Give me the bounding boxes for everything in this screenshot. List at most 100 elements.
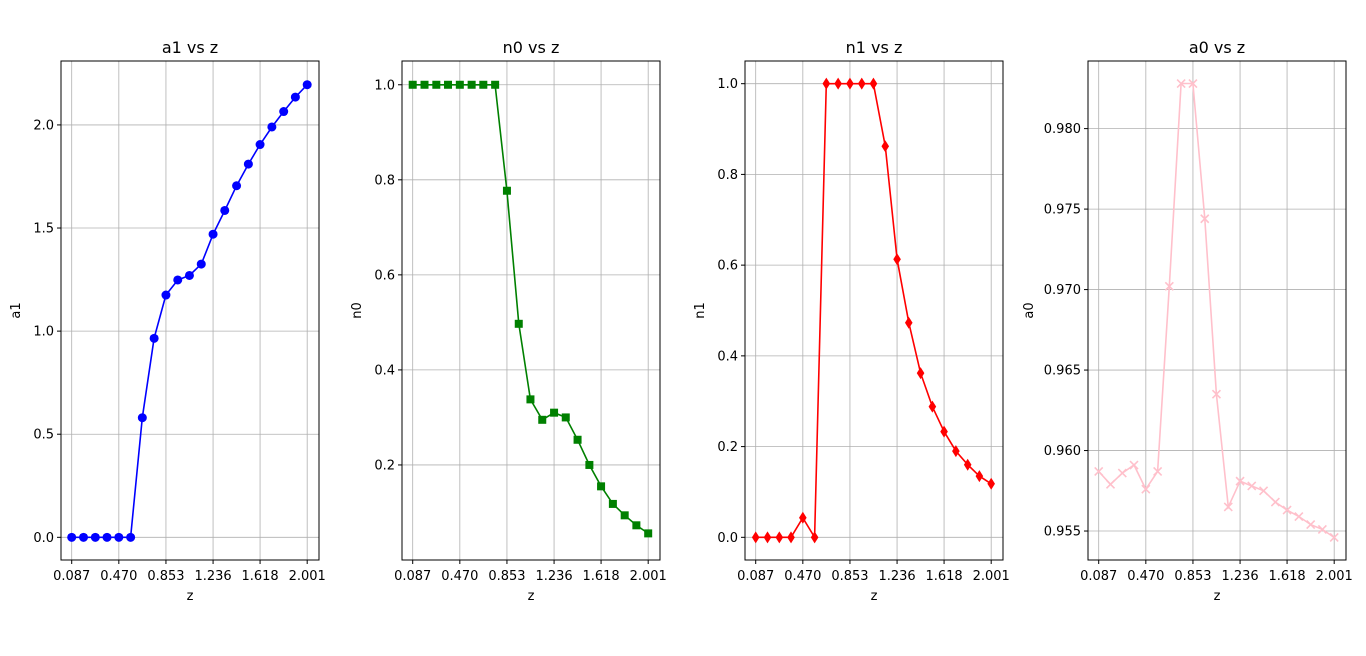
y-tick-label: 0.2	[717, 440, 738, 455]
y-tick-label: 1.5	[33, 222, 54, 237]
y-tick-label: 0.4	[374, 363, 395, 378]
y-tick-label: 1.0	[374, 78, 395, 93]
data-point	[502, 186, 511, 195]
data-point	[208, 229, 218, 239]
x-tick-label: 0.853	[488, 569, 525, 584]
x-tick-label: 0.470	[784, 569, 821, 584]
y-tick-label: 1.0	[717, 77, 738, 92]
y-tick-label: 0.975	[1044, 203, 1081, 218]
data-point	[67, 532, 77, 542]
data-point	[79, 532, 89, 542]
data-point	[232, 181, 242, 191]
y-axis-label: n1	[693, 302, 708, 319]
data-point	[1129, 460, 1139, 470]
data-point	[608, 499, 617, 508]
data-point	[220, 205, 230, 215]
x-tick-label: 2.001	[1316, 569, 1353, 584]
data-point	[1211, 389, 1222, 399]
data-point	[1141, 484, 1151, 494]
subplot-4: 0.087 0.470 0.853 1.236 1.618 2.001 0.955 0.960…	[1022, 38, 1353, 604]
y-axis-label: n0	[350, 302, 365, 319]
subplot-3: 0.087 0.470 0.853 1.236 1.618 2.001 0.0 0.2 0.4 0…	[693, 38, 1010, 604]
data-point	[881, 140, 890, 153]
chart-title: n1 vs z	[846, 38, 903, 57]
data-point	[916, 367, 925, 380]
y-tick-label: 0.5	[33, 428, 54, 443]
data-point	[420, 80, 429, 89]
y-tick-label: 0.955	[1044, 525, 1081, 540]
x-tick-label: 1.618	[582, 569, 619, 584]
x-axis-label: z	[871, 589, 878, 604]
data-point	[775, 531, 784, 544]
y-tick-label: 1.0	[33, 325, 54, 340]
data-point	[491, 80, 500, 89]
x-tick-label: 0.853	[1174, 569, 1211, 584]
data-point	[90, 532, 100, 542]
y-tick-label: 0.2	[374, 458, 395, 473]
data-point	[799, 511, 807, 524]
data-point	[893, 253, 901, 266]
data-point	[102, 532, 112, 542]
x-tick-label: 1.618	[241, 569, 278, 584]
y-tick-label: 0.960	[1044, 444, 1081, 459]
data-point	[408, 80, 417, 89]
series-line	[1098, 82, 1335, 539]
data-point	[432, 80, 441, 89]
data-point	[632, 521, 641, 530]
data-point	[857, 77, 866, 90]
y-tick-label: 2.0	[33, 118, 54, 133]
x-tick-label: 0.470	[441, 569, 478, 584]
x-tick-label: 0.853	[147, 569, 184, 584]
y-tick-label: 0.6	[717, 259, 738, 274]
y-axis-label: a1	[9, 302, 24, 318]
x-tick-label: 1.236	[535, 569, 572, 584]
data-point	[1094, 466, 1104, 477]
x-tick-label: 2.001	[630, 569, 667, 584]
data-point	[1317, 524, 1327, 534]
axes-frame	[1087, 60, 1347, 561]
x-axis-label: z	[528, 589, 535, 604]
data-point	[1235, 476, 1245, 486]
data-point	[302, 80, 312, 90]
data-point	[550, 408, 559, 417]
data-point	[479, 80, 488, 89]
data-point	[444, 80, 453, 89]
chart-title: n0 vs z	[503, 38, 560, 57]
data-point	[1153, 466, 1163, 477]
data-point	[196, 259, 206, 269]
data-point	[763, 531, 772, 544]
data-point	[751, 531, 760, 544]
data-point	[1282, 505, 1292, 515]
x-tick-label: 1.236	[194, 569, 231, 584]
data-point	[904, 316, 913, 329]
y-tick-label: 0.4	[717, 349, 738, 364]
data-point	[538, 415, 547, 424]
data-point	[279, 107, 289, 117]
data-point	[869, 77, 878, 90]
data-point	[940, 425, 948, 438]
data-point	[1164, 281, 1174, 291]
y-tick-label: 0.0	[717, 531, 738, 546]
data-point	[952, 445, 960, 458]
subplot-1: 0.087 0.470 0.853 1.236 1.618 2.001 0.0 0.5 1.0 1…	[9, 38, 326, 604]
data-point	[810, 531, 819, 544]
x-tick-label: 0.087	[737, 569, 774, 584]
data-point	[1306, 520, 1316, 530]
y-tick-label: 0.970	[1044, 283, 1081, 298]
data-point	[184, 270, 194, 280]
x-tick-label: 0.087	[394, 569, 431, 584]
data-point	[963, 458, 972, 471]
y-tick-label: 0.6	[374, 268, 395, 283]
x-tick-label: 1.236	[1221, 569, 1258, 584]
x-tick-label: 2.001	[973, 569, 1010, 584]
data-point	[1329, 532, 1339, 543]
axes-frame	[60, 60, 320, 561]
data-point	[644, 529, 653, 538]
x-tick-label: 1.236	[878, 569, 915, 584]
data-point	[573, 435, 582, 444]
chart-title: a1 vs z	[162, 38, 218, 57]
axes-frame	[744, 60, 1004, 561]
x-tick-label: 0.087	[1080, 569, 1117, 584]
data-point	[787, 531, 795, 544]
x-tick-label: 0.470	[100, 569, 137, 584]
